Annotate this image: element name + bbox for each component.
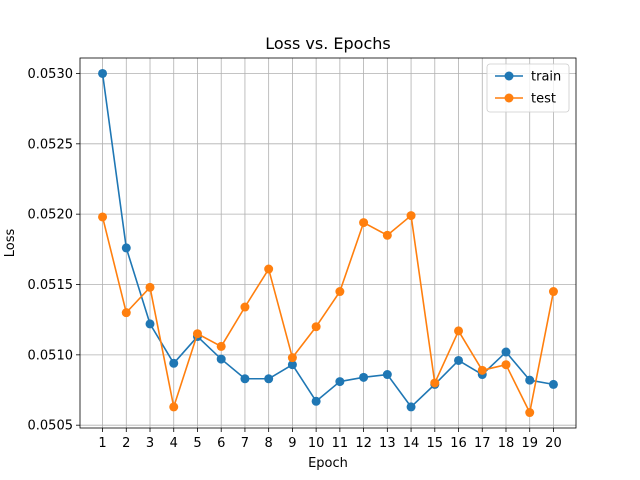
- data-point-train: [216, 354, 226, 364]
- y-axis-label: Loss: [3, 229, 18, 258]
- data-point-test: [145, 282, 155, 292]
- series-train: [98, 68, 558, 412]
- data-point-train: [501, 347, 511, 357]
- data-point-test: [430, 378, 440, 388]
- data-point-test: [216, 341, 226, 351]
- x-tick-label: 4: [170, 436, 178, 451]
- x-tick-label: 7: [241, 436, 249, 451]
- data-point-train: [525, 375, 535, 385]
- grid-lines: [80, 58, 576, 428]
- data-point-train: [121, 243, 131, 253]
- x-tick-label: 9: [288, 436, 296, 451]
- legend-label-train: train: [531, 70, 561, 85]
- data-point-test: [477, 365, 487, 375]
- data-point-test: [501, 360, 511, 370]
- x-axis-label: Epoch: [308, 456, 348, 471]
- data-point-train: [169, 358, 179, 368]
- plot-frame: [79, 57, 577, 429]
- data-point-test: [335, 287, 345, 297]
- x-tick-label: 10: [308, 436, 325, 451]
- series-layer: [98, 68, 558, 418]
- axes: 1 2 3 4 5 6 7 8 9 10 11 12 13 14 15 16 17 18 19 200.05050.0…: [28, 67, 562, 451]
- data-point-test: [454, 326, 464, 336]
- data-point-test: [264, 264, 274, 274]
- series-line-test: [101, 214, 555, 414]
- data-point-test: [406, 211, 416, 221]
- x-tick-label: 5: [193, 436, 201, 451]
- series-line-train: [101, 73, 554, 408]
- x-tick-label: 12: [355, 436, 372, 451]
- data-point-train: [240, 374, 250, 384]
- data-point-train: [335, 377, 345, 387]
- data-point-test: [525, 408, 535, 418]
- x-tick-label: 17: [474, 436, 491, 451]
- x-tick-label: 15: [427, 436, 444, 451]
- x-tick-label: 11: [332, 436, 349, 451]
- data-point-train: [287, 360, 297, 370]
- x-tick-label: 2: [122, 436, 130, 451]
- legend-label-test: test: [531, 92, 556, 107]
- data-point-train: [145, 319, 155, 329]
- data-point-test: [311, 322, 321, 332]
- data-point-train: [382, 370, 392, 380]
- chart-title: Loss vs. Epochs: [265, 34, 390, 53]
- y-tick-label: 0.0530: [28, 67, 74, 82]
- x-tick-label: 18: [498, 436, 515, 451]
- data-point-test: [359, 218, 369, 228]
- x-tick-label: 13: [379, 436, 396, 451]
- y-tick-label: 0.0525: [28, 137, 74, 152]
- data-point-test: [98, 212, 108, 222]
- legend-marker-test: [504, 93, 514, 103]
- x-tick-label: 3: [146, 436, 154, 451]
- legend-marker-train: [504, 71, 514, 81]
- data-point-test: [382, 230, 392, 240]
- y-tick-label: 0.0515: [28, 278, 74, 293]
- x-tick-label: 8: [265, 436, 273, 451]
- y-tick-label: 0.0505: [28, 419, 74, 434]
- data-point-train: [406, 402, 416, 412]
- data-point-test: [240, 302, 250, 312]
- data-point-train: [454, 355, 464, 365]
- data-point-train: [548, 379, 558, 389]
- x-tick-label: 6: [217, 436, 225, 451]
- data-point-train: [98, 68, 108, 78]
- data-point-test: [169, 402, 179, 412]
- data-point-train: [264, 374, 274, 384]
- data-point-train: [359, 372, 369, 382]
- series-test: [98, 211, 558, 418]
- y-tick-label: 0.0520: [28, 208, 74, 223]
- x-tick-label: 14: [403, 436, 420, 451]
- data-point-test: [192, 329, 202, 339]
- legend: train test: [486, 63, 570, 113]
- y-tick-label: 0.0510: [28, 348, 74, 363]
- x-tick-label: 20: [545, 436, 562, 451]
- x-tick-label: 16: [450, 436, 467, 451]
- x-tick-label: 1: [98, 436, 106, 451]
- x-tick-label: 19: [521, 436, 538, 451]
- data-point-test: [121, 308, 131, 318]
- data-point-train: [311, 396, 321, 406]
- data-point-test: [548, 287, 558, 297]
- data-point-test: [287, 353, 297, 363]
